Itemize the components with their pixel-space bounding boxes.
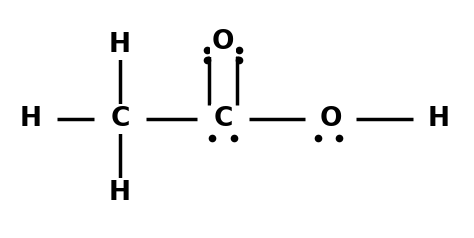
Text: O: O bbox=[212, 29, 234, 55]
Text: H: H bbox=[428, 106, 449, 132]
Text: H: H bbox=[109, 32, 131, 58]
Text: H: H bbox=[109, 180, 131, 206]
Text: C: C bbox=[213, 106, 233, 132]
Text: O: O bbox=[319, 106, 342, 132]
Text: H: H bbox=[20, 106, 42, 132]
Text: C: C bbox=[110, 106, 129, 132]
